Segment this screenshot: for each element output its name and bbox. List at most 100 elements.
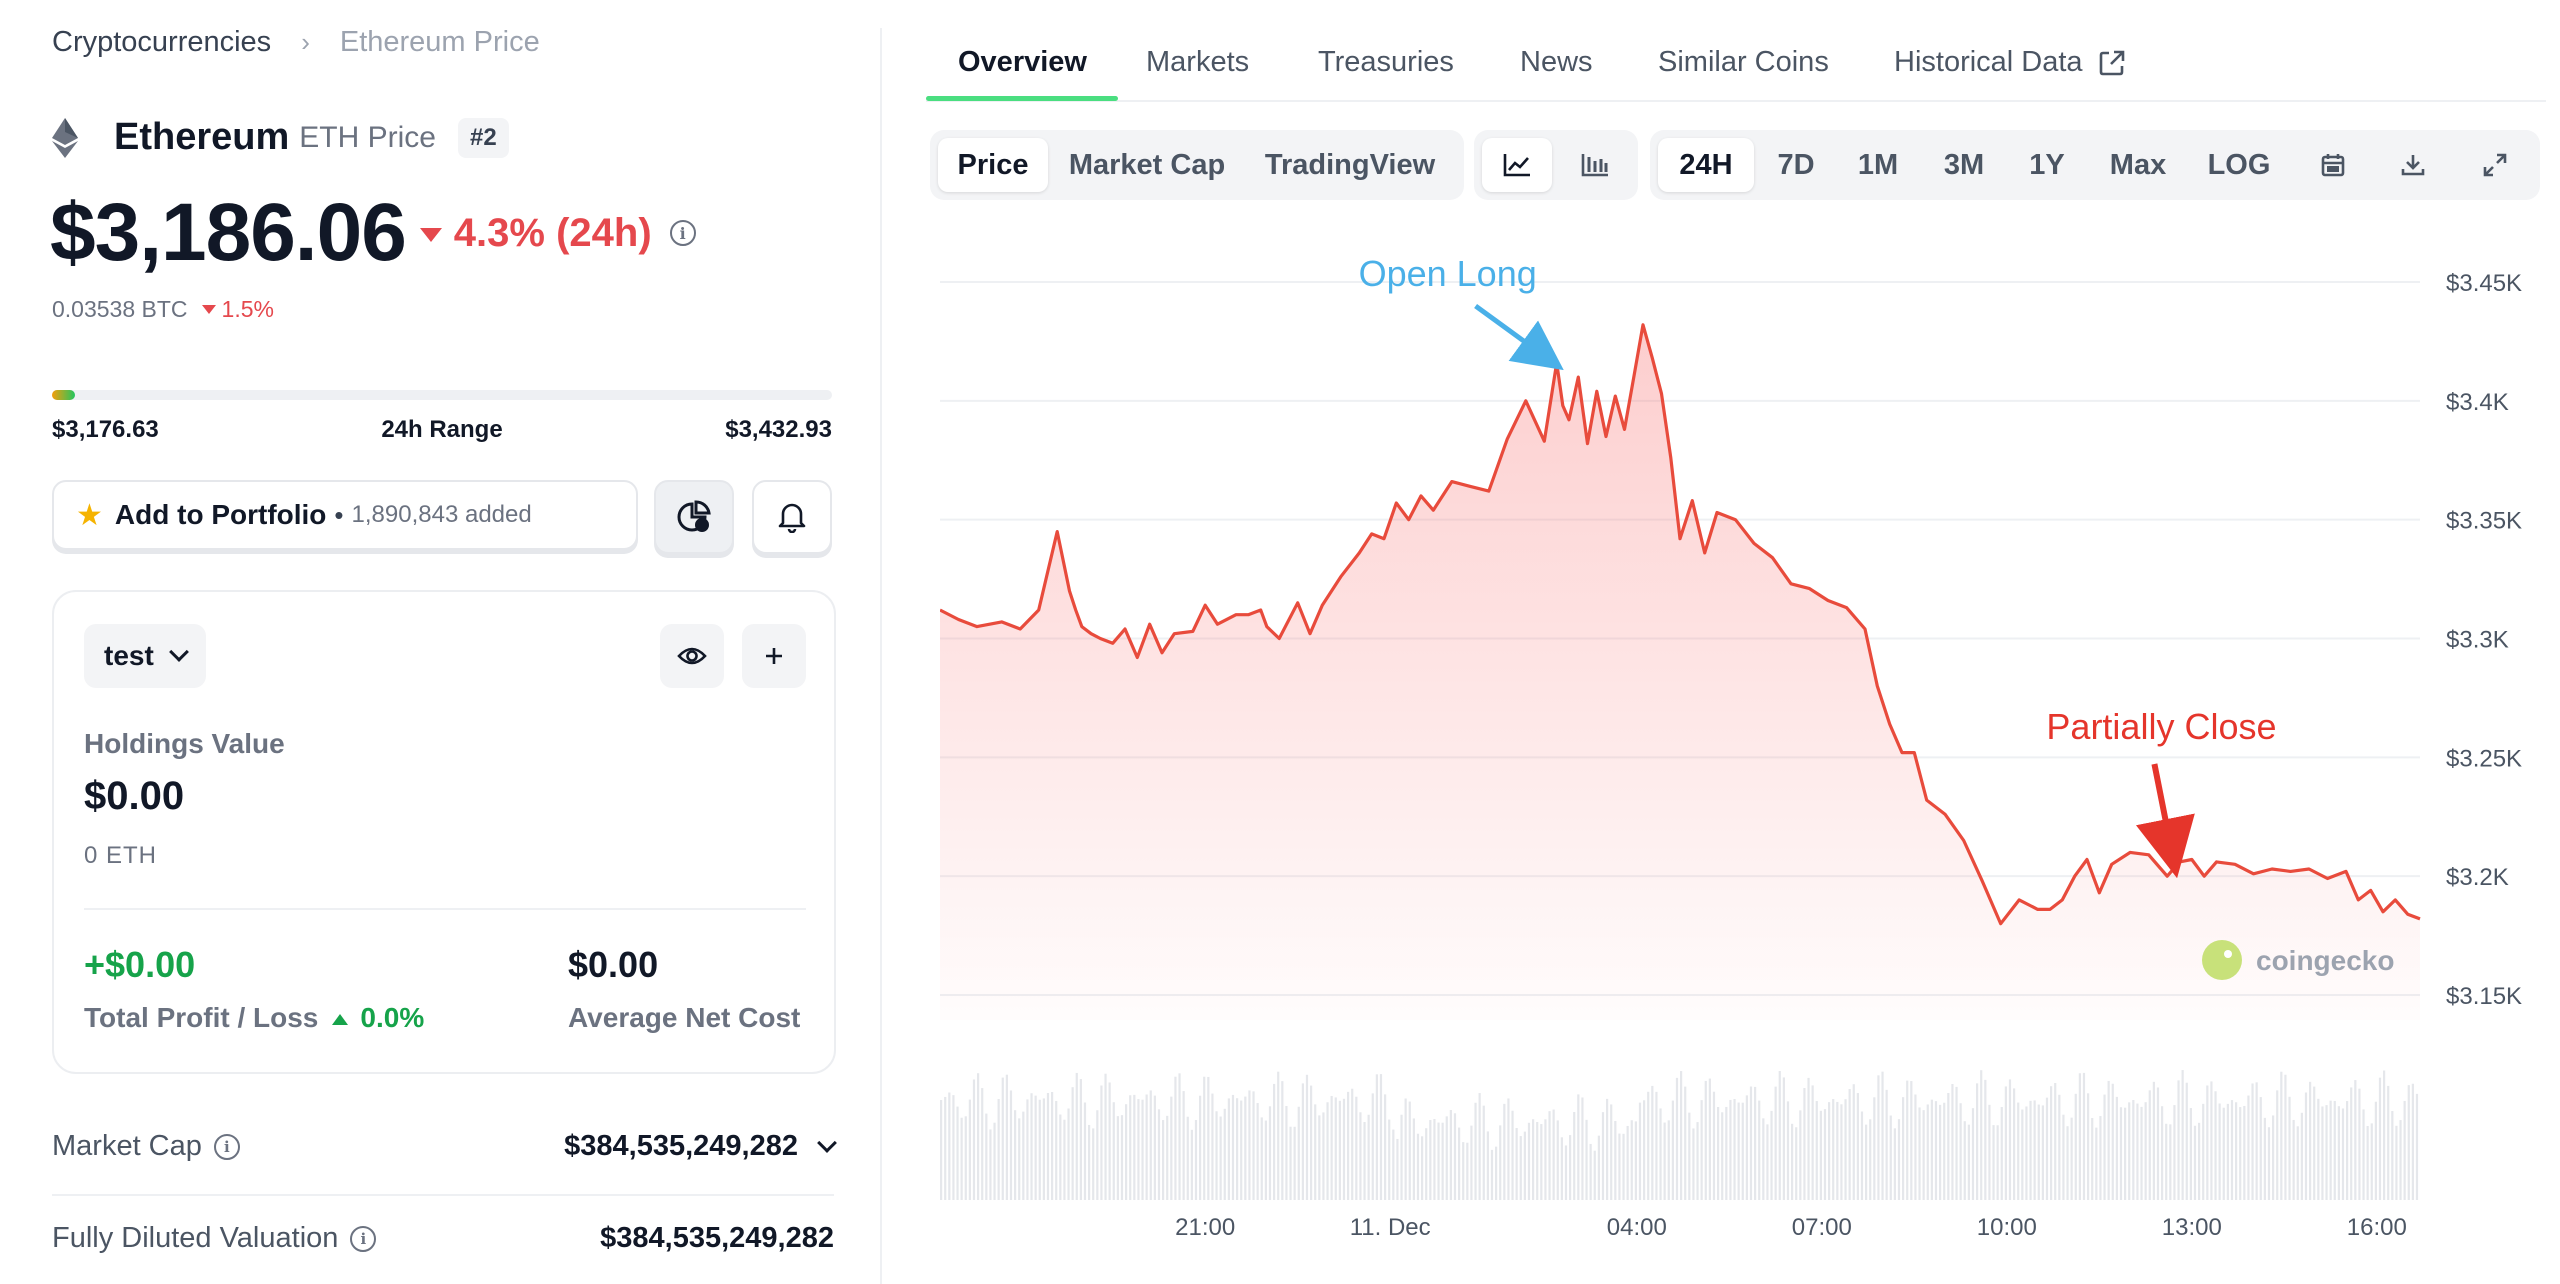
gecko-icon xyxy=(2202,940,2242,980)
y-axis-ticks: $3.45K $3.4K $3.35K $3.3K $3.25K $3.2K $3.15K xyxy=(2446,270,2522,1010)
volume-bar xyxy=(1647,1091,1650,1200)
volume-bar xyxy=(1277,1071,1280,1200)
volume-bar xyxy=(2008,1079,2012,1200)
range-max[interactable]: Max xyxy=(2109,148,2167,181)
volume-bar xyxy=(1774,1086,1777,1200)
section-tabs xyxy=(926,0,2546,102)
volume-bar xyxy=(1388,1119,1391,1200)
volume-bar xyxy=(1051,1092,1054,1200)
metric-tradingview[interactable]: TradingView xyxy=(1264,148,1436,181)
tab-overview[interactable]: Overview xyxy=(958,46,1087,78)
volume-bar xyxy=(1885,1089,1888,1200)
volume-bar xyxy=(1445,1116,1448,1200)
volume-bar xyxy=(1832,1099,1835,1200)
volume-bar xyxy=(1486,1131,1489,1200)
profit-loss-row: Total Profit / Loss 0.0% xyxy=(84,1002,424,1034)
metric-price[interactable]: Price xyxy=(938,138,1048,192)
tab-markets[interactable]: Markets xyxy=(1146,46,1250,78)
volume-bar xyxy=(1593,1150,1596,1200)
external-link-icon xyxy=(2099,50,2124,75)
volume-bar xyxy=(1675,1077,1679,1200)
price-chart[interactable]: $3.45K$3.4K$3.35K$3.3K$3.25K$3.2K$3.15K … xyxy=(940,230,2540,1284)
volume-bar xyxy=(1976,1083,1979,1200)
range-1y[interactable]: 1Y xyxy=(2029,148,2065,181)
volume-bar xyxy=(1828,1102,1831,1200)
tab-similar-coins[interactable]: Similar Coins xyxy=(1658,46,1829,78)
volume-bar xyxy=(1429,1120,1432,1200)
volume-bar xyxy=(1692,1128,1695,1200)
tab-historical-data[interactable]: Historical Data xyxy=(1894,46,2127,79)
range-3m[interactable]: 3M xyxy=(1943,148,1985,181)
volume-bar xyxy=(2362,1109,2365,1200)
range-24h[interactable]: 24H xyxy=(1658,138,1754,192)
add-to-portfolio-button[interactable]: ★ Add to Portfolio • 1,890,843 added xyxy=(52,480,638,550)
add-transaction-button[interactable] xyxy=(742,624,806,688)
line-chart-button[interactable] xyxy=(1482,138,1552,192)
portfolio-separator: • xyxy=(334,499,344,530)
volume-bar xyxy=(1186,1116,1189,1200)
volume-bar xyxy=(2177,1080,2180,1200)
volume-bar xyxy=(2267,1127,2271,1200)
calendar-button[interactable] xyxy=(2298,138,2368,192)
tab-news[interactable]: News xyxy=(1520,46,1593,78)
volume-bar xyxy=(2272,1115,2275,1200)
volume-bar xyxy=(2370,1123,2373,1200)
y-tick-label: $3.15K xyxy=(2446,983,2522,1010)
volume-bar xyxy=(1729,1099,1732,1200)
volume-bar xyxy=(1482,1105,1485,1200)
info-icon[interactable]: i xyxy=(213,1133,240,1160)
download-button[interactable] xyxy=(2378,138,2448,192)
y-tick-label: $3.25K xyxy=(2446,745,2522,772)
volume-bar xyxy=(2395,1125,2398,1200)
tab-treasuries[interactable]: Treasuries xyxy=(1318,46,1454,78)
volume-bar xyxy=(1149,1090,1152,1200)
portfolio-select[interactable]: test xyxy=(84,624,206,688)
market-cap-value-row[interactable]: $384,535,249,282 xyxy=(564,1130,837,1163)
ethereum-icon xyxy=(52,117,78,158)
volume-bar xyxy=(2378,1077,2382,1200)
volume-bar xyxy=(1458,1127,1461,1200)
range-7d[interactable]: 7D xyxy=(1777,148,1815,181)
x-axis-ticks: 21:00 11. Dec 04:00 07:00 10:00 13:00 16:00 xyxy=(1175,1214,2407,1241)
volume-bar xyxy=(1404,1098,1407,1200)
volume-bar xyxy=(1803,1088,1806,1200)
volume-bar xyxy=(1281,1081,1284,1200)
range-log[interactable]: LOG xyxy=(2207,148,2271,181)
volume-bar xyxy=(2021,1109,2024,1200)
volume-bars xyxy=(940,1070,2419,1200)
volume-bar xyxy=(1910,1081,1913,1200)
toggle-visibility-button[interactable] xyxy=(660,624,724,688)
volume-bar xyxy=(1347,1091,1350,1200)
volume-bar xyxy=(1540,1124,1543,1200)
volume-bar xyxy=(2165,1123,2168,1200)
metric-market-cap[interactable]: Market Cap xyxy=(1068,148,1226,181)
price-alert-button[interactable] xyxy=(752,480,832,554)
portfolio-pie-button[interactable] xyxy=(654,480,734,554)
fullscreen-button[interactable] xyxy=(2460,138,2530,192)
annotation-arrow-blue xyxy=(1474,303,1564,371)
volume-bar xyxy=(2082,1072,2086,1200)
volume-bar xyxy=(2119,1107,2123,1200)
breadcrumb-cryptocurrencies[interactable]: Cryptocurrencies xyxy=(52,26,272,58)
volume-bar xyxy=(1334,1097,1337,1200)
volume-bar xyxy=(1120,1115,1124,1200)
info-icon[interactable]: i xyxy=(669,220,696,246)
volume-bar xyxy=(1453,1113,1457,1200)
range-high: $3,432.93 xyxy=(725,416,832,443)
volume-bar xyxy=(2062,1114,2065,1200)
range-1m[interactable]: 1M xyxy=(1857,148,1899,181)
volume-bar xyxy=(948,1092,951,1200)
volume-bar xyxy=(2037,1104,2040,1200)
pie-chart-icon xyxy=(677,500,711,532)
volume-bar xyxy=(1840,1104,1843,1200)
annotation-partially-close: Partially Close xyxy=(2046,706,2276,747)
volume-bar xyxy=(2235,1102,2238,1200)
volume-bar xyxy=(1741,1102,1744,1200)
volume-bar xyxy=(1934,1101,1938,1200)
volume-bar xyxy=(1207,1076,1210,1200)
candlestick-chart-button[interactable] xyxy=(1560,138,1630,192)
volume-bar xyxy=(1984,1079,1987,1200)
volume-bar xyxy=(2350,1087,2353,1200)
info-icon[interactable]: i xyxy=(350,1225,377,1252)
volume-bar xyxy=(1030,1093,1033,1200)
